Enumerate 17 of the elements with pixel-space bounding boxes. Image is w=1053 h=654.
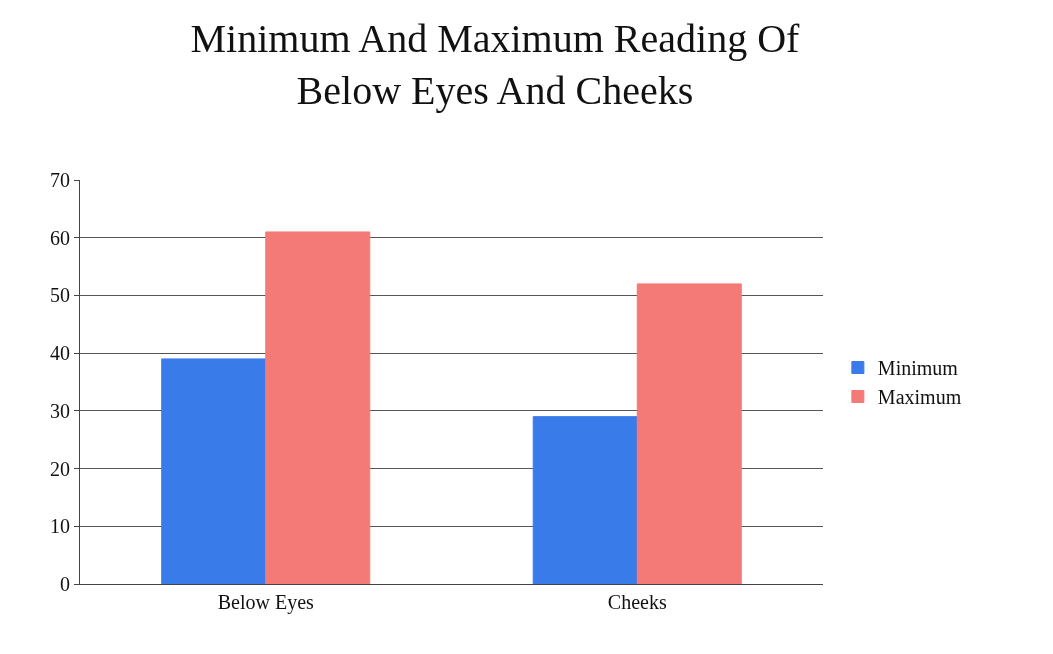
bar bbox=[161, 358, 267, 584]
y-tick-label: 60 bbox=[50, 226, 70, 249]
legend-label: Maximum bbox=[877, 386, 962, 409]
y-tick-label: 70 bbox=[50, 169, 70, 191]
x-tick-label: Below Eyes bbox=[217, 591, 315, 614]
bar bbox=[265, 231, 371, 584]
y-tick-label: 50 bbox=[50, 284, 70, 307]
y-tick-label: 0 bbox=[60, 573, 70, 595]
y-tick-label: 10 bbox=[50, 515, 70, 538]
y-tick-label: 20 bbox=[50, 457, 70, 480]
bar bbox=[532, 416, 638, 584]
x-tick-label: Cheeks bbox=[607, 591, 667, 613]
bar bbox=[636, 283, 742, 584]
y-tick-label: 30 bbox=[50, 399, 70, 422]
y-tick-label: 40 bbox=[50, 342, 70, 365]
chart-title: Minimum And Maximum Reading Of Below Eyes And Cheeks bbox=[190, 16, 801, 114]
legend-label: Minimum bbox=[877, 357, 959, 380]
